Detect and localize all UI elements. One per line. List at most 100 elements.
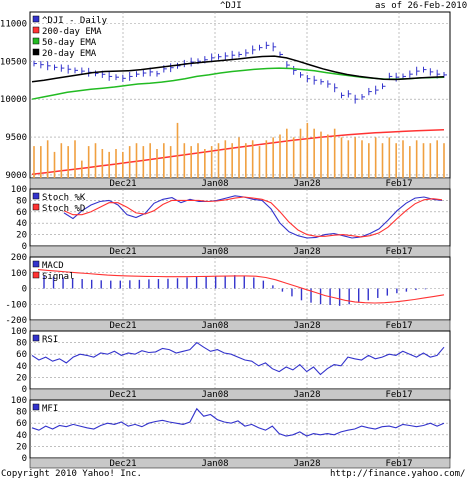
price-legend-label-3: 20-day EMA	[42, 49, 97, 59]
copyright-text: Copyright 2010 Yahoo! Inc.	[1, 469, 142, 479]
volume-bar	[409, 146, 411, 178]
mfi-plot-area	[29, 399, 451, 459]
chart-symbol-title: ^DJI	[220, 1, 242, 11]
rsi-y-tick-label-0: 0	[22, 385, 27, 395]
volume-bar	[46, 140, 49, 178]
volume-bar	[142, 146, 145, 178]
volume-bar	[53, 151, 56, 178]
stochastic-y-tick-label-5: 100	[11, 185, 27, 195]
volume-bar	[204, 149, 206, 178]
volume-bar	[429, 143, 432, 178]
volume-bar	[217, 143, 220, 178]
volume-bar	[183, 143, 186, 178]
stochastic-legend-label-0: Stoch %K	[42, 193, 86, 203]
rsi-x-tick-label-1: Jan08	[201, 390, 228, 400]
volume-bar	[368, 143, 370, 178]
price-legend-swatch-1	[32, 26, 40, 34]
stochastic-plot-area	[29, 188, 451, 247]
volume-bar	[374, 137, 377, 178]
stochastic-y-tick-label-0: 0	[22, 242, 27, 252]
stochastic-series-1-line	[63, 196, 443, 238]
volume-bar	[272, 137, 274, 178]
volume-bar	[190, 146, 192, 178]
macd-x-tick-label-1: Jan08	[201, 321, 228, 331]
rsi-x-tick-label-2: Jan28	[293, 390, 320, 400]
stochastic-series-0-line	[63, 195, 443, 239]
mfi-y-tick-label-2: 40	[16, 431, 27, 441]
price-series-3-line	[31, 55, 445, 83]
price-x-tick-label-1: Jan08	[201, 179, 228, 189]
volume-bar	[388, 137, 391, 178]
volume-bar	[245, 143, 247, 178]
stochastic-y-tick-label-3: 60	[16, 208, 27, 218]
volume-bar	[395, 143, 397, 178]
price-plot-area	[29, 11, 451, 179]
macd-legend-swatch-1	[32, 271, 40, 279]
price-y-tick-label-1: 9500	[5, 133, 27, 143]
volume-bar	[292, 137, 295, 178]
volume-bar	[443, 143, 445, 178]
mfi-x-tick-label-1: Jan08	[201, 459, 228, 469]
volume-bar	[156, 149, 158, 178]
volume-bar	[286, 128, 288, 178]
price-legend-label-1: 200-day EMA	[42, 27, 102, 37]
mfi-y-tick-label-1: 20	[16, 442, 27, 452]
macd-x-tick-label-2: Jan28	[293, 321, 320, 331]
stochastic-legend-swatch-1	[32, 203, 40, 211]
volume-bar	[122, 151, 124, 178]
mfi-y-tick-label-0: 0	[22, 454, 27, 464]
volume-bar	[128, 146, 131, 178]
mfi-x-tick-label-2: Jan28	[293, 459, 320, 469]
volume-bar	[313, 128, 315, 178]
volume-bar	[101, 149, 104, 178]
volume-bar	[67, 146, 69, 178]
volume-bar	[87, 146, 90, 178]
rsi-x-tick-label-3: Feb17	[385, 390, 412, 400]
stochastic-legend-label-1: Stoch %D	[42, 204, 85, 214]
volume-bar	[81, 160, 83, 178]
volume-bar	[333, 128, 336, 178]
volume-bar	[251, 140, 254, 178]
source-url: http://finance.yahoo.com/	[330, 469, 466, 479]
volume-bar	[135, 143, 138, 178]
volume-bar	[340, 137, 343, 178]
volume-bar	[149, 143, 151, 178]
macd-y-tick-label-4: 200	[11, 253, 27, 263]
rsi-y-tick-label-3: 60	[16, 350, 27, 360]
macd-y-tick-label-3: 100	[11, 269, 27, 279]
rsi-y-tick-label-1: 20	[16, 373, 27, 383]
stochastic-y-tick-label-2: 40	[16, 219, 27, 229]
price-legend-swatch-2	[32, 37, 40, 45]
mfi-y-tick-label-4: 80	[16, 408, 27, 418]
volume-bar	[197, 143, 199, 178]
price-y-tick-label-3: 10500	[0, 57, 27, 67]
volume-bar	[347, 140, 350, 178]
macd-series-1-line	[37, 269, 445, 304]
price-legend-swatch-0	[32, 15, 40, 23]
volume-bar	[320, 131, 322, 178]
stochastic-legend-swatch-0	[32, 192, 40, 200]
volume-bar	[163, 143, 165, 178]
macd-x-tick-label-3: Feb17	[385, 321, 412, 331]
macd-y-tick-label-2: 0	[22, 285, 27, 295]
mfi-y-tick-label-5: 100	[11, 396, 27, 406]
mfi-x-tick-label-0: Dec21	[109, 459, 136, 469]
rsi-legend-swatch-0	[32, 334, 40, 342]
mfi-legend-swatch-0	[32, 403, 40, 411]
volume-bar	[115, 149, 117, 178]
volume-bar	[224, 140, 227, 178]
as-of-date: as of 26-Feb-2010	[375, 1, 468, 11]
volume-bar	[33, 146, 35, 178]
price-legend-label-2: 50-day EMA	[42, 38, 97, 48]
volume-bar	[176, 122, 179, 178]
volume-bar	[436, 140, 438, 178]
macd-x-tick-label-0: Dec21	[109, 321, 136, 331]
stochastic-x-tick-label-2: Jan28	[293, 247, 320, 257]
price-y-tick-label-2: 10000	[0, 95, 27, 105]
rsi-y-tick-label-5: 100	[11, 327, 27, 337]
price-x-tick-label-2: Jan28	[293, 179, 320, 189]
rsi-series-0-line	[31, 341, 445, 376]
price-x-tick-label-0: Dec21	[109, 179, 136, 189]
stochastic-y-tick-label-4: 80	[16, 196, 27, 206]
volume-bar	[108, 151, 110, 178]
